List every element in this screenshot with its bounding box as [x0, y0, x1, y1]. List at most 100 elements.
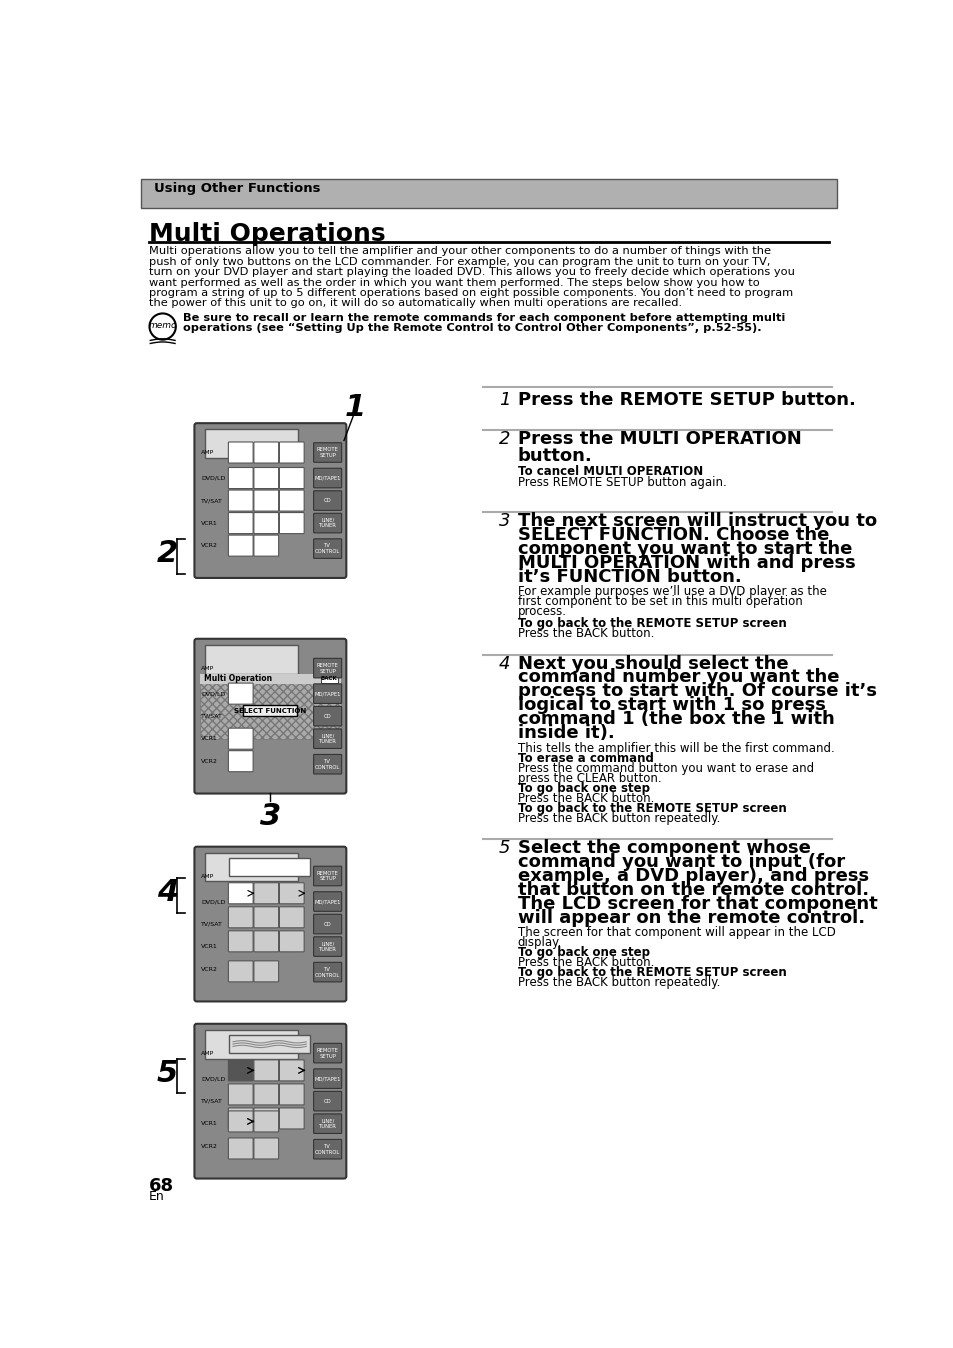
- Text: CD: CD: [323, 713, 331, 718]
- FancyBboxPatch shape: [253, 931, 278, 952]
- FancyBboxPatch shape: [253, 535, 278, 557]
- FancyBboxPatch shape: [314, 937, 341, 956]
- Text: To go back to the REMOTE SETUP screen: To go back to the REMOTE SETUP screen: [517, 617, 785, 630]
- Text: Using Other Functions: Using Other Functions: [154, 182, 320, 195]
- Text: To erase a command: To erase a command: [517, 752, 653, 764]
- FancyBboxPatch shape: [228, 1138, 253, 1159]
- Text: process to start with. Of course it’s: process to start with. Of course it’s: [517, 682, 876, 700]
- Text: DVD/LD: DVD/LD: [201, 692, 226, 696]
- Text: LINE/
TUNER: LINE/ TUNER: [318, 1119, 336, 1130]
- FancyBboxPatch shape: [279, 1108, 304, 1130]
- Text: MD/TAPE1: MD/TAPE1: [314, 476, 340, 480]
- Text: LINE/
TUNER: LINE/ TUNER: [318, 518, 336, 528]
- Text: SELECT FUNCTION: SELECT FUNCTION: [234, 708, 306, 714]
- FancyBboxPatch shape: [253, 1138, 278, 1159]
- FancyBboxPatch shape: [314, 468, 341, 488]
- FancyBboxPatch shape: [228, 931, 253, 952]
- FancyBboxPatch shape: [228, 907, 253, 927]
- FancyBboxPatch shape: [228, 512, 253, 534]
- Text: component you want to start the: component you want to start the: [517, 539, 851, 558]
- Text: REMOTE
SETUP: REMOTE SETUP: [316, 1047, 338, 1058]
- Text: VCR1: VCR1: [201, 736, 218, 741]
- FancyBboxPatch shape: [228, 883, 253, 903]
- FancyBboxPatch shape: [228, 442, 253, 464]
- Text: 2: 2: [498, 430, 510, 448]
- Text: TV/SAT: TV/SAT: [201, 713, 223, 718]
- Text: display.: display.: [517, 937, 561, 949]
- Text: This tells the amplifier this will be the first command.: This tells the amplifier this will be th…: [517, 741, 834, 755]
- Text: press the CLEAR button.: press the CLEAR button.: [517, 771, 660, 785]
- FancyBboxPatch shape: [205, 1030, 297, 1058]
- Text: Multi Operation: Multi Operation: [204, 674, 273, 683]
- Text: logical to start with 1 so press: logical to start with 1 so press: [517, 696, 824, 714]
- FancyBboxPatch shape: [194, 423, 346, 578]
- Text: TV/SAT: TV/SAT: [201, 497, 223, 503]
- Text: Press the BACK button.: Press the BACK button.: [517, 956, 654, 969]
- FancyBboxPatch shape: [314, 539, 341, 558]
- FancyBboxPatch shape: [314, 867, 341, 886]
- Text: To go back one step: To go back one step: [517, 946, 649, 960]
- Text: The screen for that component will appear in the LCD: The screen for that component will appea…: [517, 926, 835, 940]
- FancyBboxPatch shape: [314, 491, 341, 511]
- Text: TV
CONTROL: TV CONTROL: [314, 1144, 340, 1155]
- FancyBboxPatch shape: [228, 1060, 253, 1081]
- FancyBboxPatch shape: [279, 883, 304, 903]
- FancyBboxPatch shape: [314, 755, 341, 774]
- FancyBboxPatch shape: [314, 514, 341, 532]
- Text: VCR1: VCR1: [201, 1122, 218, 1126]
- Text: The next screen will instruct you to: The next screen will instruct you to: [517, 512, 876, 530]
- Text: command number you want the: command number you want the: [517, 669, 839, 686]
- Text: VCR1: VCR1: [201, 944, 218, 949]
- Text: DVD/LD: DVD/LD: [201, 476, 226, 480]
- FancyBboxPatch shape: [253, 883, 278, 903]
- Text: Be sure to recall or learn the remote commands for each component before attempt: Be sure to recall or learn the remote co…: [183, 313, 784, 322]
- FancyBboxPatch shape: [205, 644, 297, 674]
- Bar: [199, 674, 340, 683]
- Text: Press the BACK button.: Press the BACK button.: [517, 627, 654, 640]
- FancyBboxPatch shape: [228, 1111, 253, 1132]
- FancyBboxPatch shape: [194, 639, 346, 794]
- Text: VCR2: VCR2: [201, 543, 218, 549]
- Text: want performed as well as the order in which you want them performed. The steps : want performed as well as the order in w…: [149, 278, 759, 287]
- FancyBboxPatch shape: [253, 1084, 278, 1105]
- FancyBboxPatch shape: [228, 751, 253, 772]
- FancyBboxPatch shape: [314, 706, 341, 727]
- Text: will appear on the remote control.: will appear on the remote control.: [517, 909, 863, 926]
- FancyBboxPatch shape: [253, 442, 278, 464]
- Text: REMOTE
SETUP: REMOTE SETUP: [316, 448, 338, 458]
- Text: Press the MULTI OPERATION: Press the MULTI OPERATION: [517, 430, 801, 448]
- Text: command you want to input (for: command you want to input (for: [517, 853, 843, 871]
- Text: Multi Operations: Multi Operations: [149, 222, 385, 245]
- FancyBboxPatch shape: [314, 1069, 341, 1088]
- FancyBboxPatch shape: [228, 1108, 253, 1130]
- FancyBboxPatch shape: [314, 962, 341, 981]
- FancyBboxPatch shape: [279, 1084, 304, 1105]
- Text: REMOTE
SETUP: REMOTE SETUP: [316, 663, 338, 674]
- Text: TV/SAT: TV/SAT: [201, 922, 223, 926]
- Text: CD: CD: [323, 497, 331, 503]
- Text: AMP: AMP: [201, 450, 214, 456]
- FancyBboxPatch shape: [253, 512, 278, 534]
- Text: 3: 3: [498, 512, 510, 530]
- Text: Next you should select the: Next you should select the: [517, 655, 787, 673]
- Text: SELECT FUNCTION. Choose the: SELECT FUNCTION. Choose the: [517, 526, 828, 545]
- Text: DVD/LD: DVD/LD: [201, 899, 226, 905]
- Text: VCR2: VCR2: [201, 967, 218, 972]
- Text: TV
CONTROL: TV CONTROL: [314, 759, 340, 770]
- Text: operations (see “Setting Up the Remote Control to Control Other Components”, p.5: operations (see “Setting Up the Remote C…: [183, 324, 760, 333]
- FancyBboxPatch shape: [253, 1111, 278, 1132]
- Text: AMP: AMP: [201, 1050, 214, 1055]
- FancyBboxPatch shape: [314, 892, 341, 911]
- Text: REMOTE
SETUP: REMOTE SETUP: [316, 871, 338, 882]
- Text: Press the BACK button.: Press the BACK button.: [517, 791, 654, 805]
- FancyBboxPatch shape: [314, 1092, 341, 1111]
- Text: VCR2: VCR2: [201, 759, 218, 764]
- Text: LINE/
TUNER: LINE/ TUNER: [318, 941, 336, 952]
- FancyBboxPatch shape: [314, 442, 341, 462]
- Text: example, a DVD player), and press: example, a DVD player), and press: [517, 867, 868, 886]
- FancyBboxPatch shape: [314, 1113, 341, 1134]
- Text: To cancel MULTI OPERATION: To cancel MULTI OPERATION: [517, 465, 702, 479]
- Text: CD: CD: [323, 1099, 331, 1104]
- Text: CD: CD: [323, 922, 331, 926]
- Text: the power of this unit to go on, it will do so automatically when multi operatio: the power of this unit to go on, it will…: [149, 298, 681, 309]
